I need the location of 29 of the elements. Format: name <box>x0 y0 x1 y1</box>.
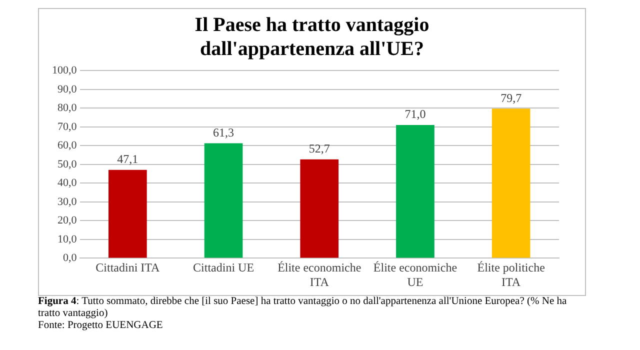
y-tick-label: 50,0 <box>58 158 78 170</box>
source-note: Fonte: Progetto EUENGAGE <box>38 320 164 332</box>
data-label: 79,7 <box>500 90 522 105</box>
data-label: 61,3 <box>213 125 234 140</box>
y-tick-label: 100,0 <box>52 64 78 76</box>
bar <box>300 159 339 258</box>
bar <box>492 108 530 258</box>
bar <box>396 125 434 258</box>
y-tick-label: 80,0 <box>58 102 78 114</box>
x-tick-label: Élite economiche UE <box>373 260 458 289</box>
data-label: 47,1 <box>117 152 138 166</box>
bar <box>108 170 147 258</box>
y-tick-label: 10,0 <box>58 233 78 246</box>
data-label: 71,0 <box>404 107 426 122</box>
chart-title: Il Paese ha tratto vantaggio dall'appartenenza all'UE? <box>194 13 430 61</box>
x-tick-label: Cittadini ITA <box>96 260 160 275</box>
data-label: 52,7 <box>308 141 330 156</box>
x-tick-label: Cittadini UE <box>193 260 254 275</box>
y-tick-label: 20,0 <box>58 214 78 227</box>
y-tick-label: 70,0 <box>58 120 78 133</box>
y-tick-label: 60,0 <box>58 140 78 152</box>
y-tick-label: 90,0 <box>58 83 78 96</box>
bar <box>204 143 243 258</box>
y-tick-label: 30,0 <box>58 196 78 208</box>
text: Figura 4: Tutto sommato, direbbe che [il suo Paese] ha tratto vantaggio o no dall'appartenenza all'Unione Europea? (% Ne ha tratto vantaggio) <box>38 296 568 320</box>
x-tick-label: Élite politiche ITA <box>477 260 545 289</box>
y-tick-label: 40,0 <box>58 177 78 190</box>
x-tick-label: Élite economiche ITA <box>278 260 362 289</box>
y-tick-label: 0,0 <box>63 252 78 264</box>
